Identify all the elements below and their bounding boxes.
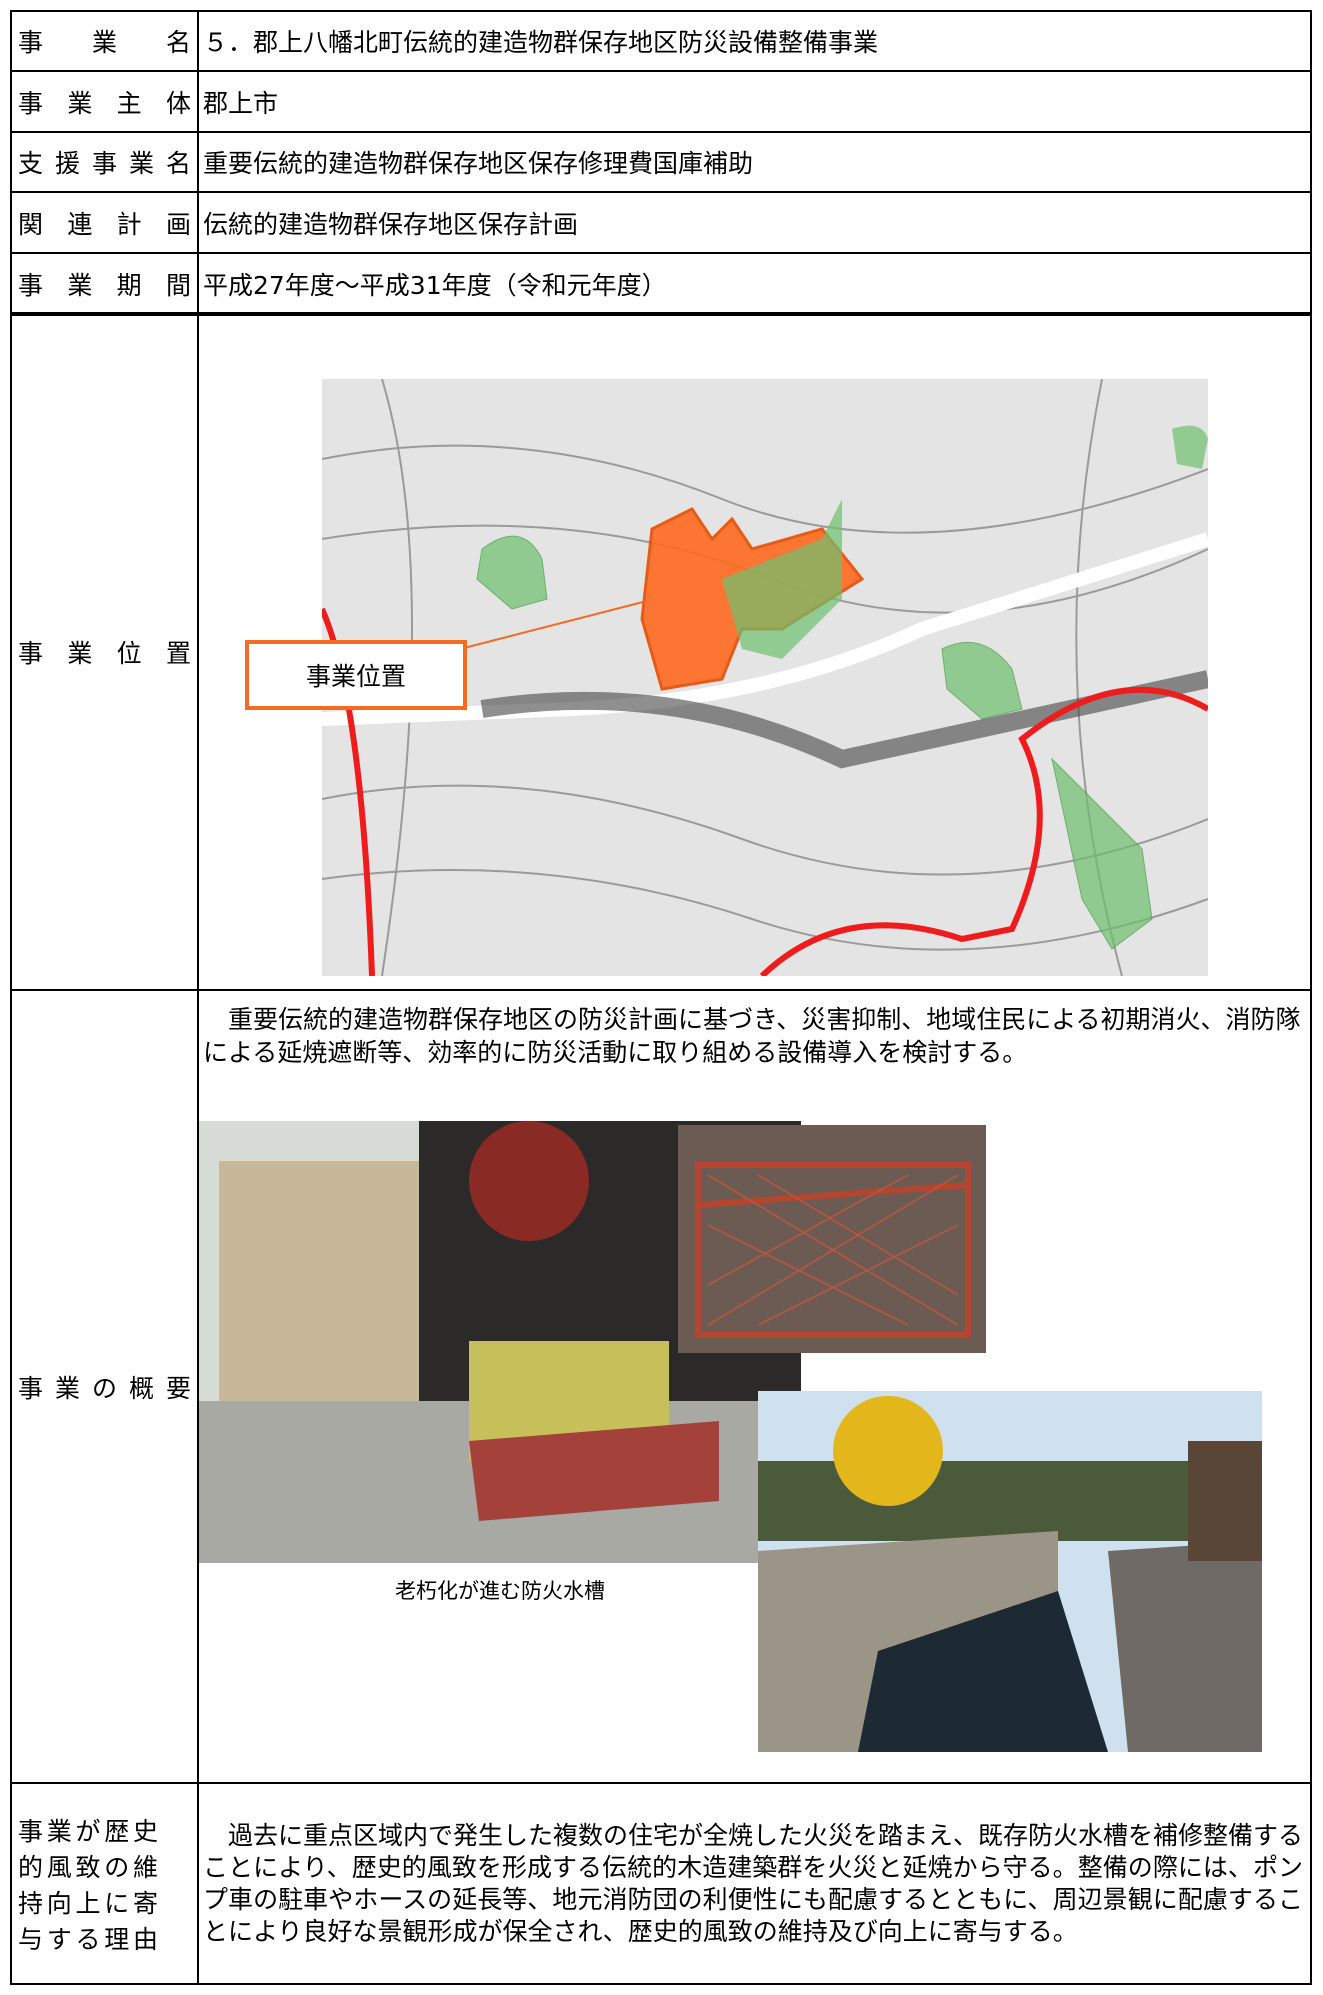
label: 事業主体 <box>18 88 191 118</box>
value: 郡上市 <box>197 70 1312 133</box>
value-cell: 過去に重点区域内で発生した複数の住宅が全焼した火災を踏まえ、既存防火水槽を補修整… <box>197 1782 1312 1985</box>
label: 関連計画 <box>18 209 191 239</box>
label-cell: 事業の概要 <box>10 989 199 1784</box>
label-cell: 事業位置 <box>10 312 199 991</box>
map <box>322 379 1208 976</box>
photo-caption: 老朽化が進む防火水槽 <box>395 1579 605 1603</box>
label-cell: 関連計画 <box>10 191 199 254</box>
label-cell: 事業名 <box>10 10 199 72</box>
label: 事業位置 <box>18 638 191 668</box>
reason-text: 過去に重点区域内で発生した複数の住宅が全焼した火災を踏まえ、既存防火水槽を補修整… <box>203 1820 1304 1946</box>
label: 支援事業名 <box>18 149 191 178</box>
label-cell: 支援事業名 <box>10 131 199 193</box>
label: 事業の概要 <box>18 1373 191 1403</box>
map-label: 事業位置 <box>245 640 467 710</box>
label: 事業名 <box>18 28 191 57</box>
label-cell: 事業が歴史的風致の維持向上に寄与する理由 <box>10 1782 199 1985</box>
label: 事業期間 <box>18 271 191 300</box>
photo <box>758 1391 1262 1752</box>
label: 事業が歴史的風致の維持向上に寄与する理由 <box>18 1816 158 1954</box>
value: 伝統的建造物群保存地区保存計画 <box>197 191 1312 254</box>
value-cell: 重要伝統的建造物群保存地区の防災計画に基づき、災害抑制、地域住民による初期消火、… <box>197 989 1312 1784</box>
label-cell: 事業主体 <box>10 70 199 133</box>
value: 重要伝統的建造物群保存地区保存修理費国庫補助 <box>197 131 1312 193</box>
label-cell: 事業期間 <box>10 252 199 316</box>
photo <box>678 1125 986 1353</box>
value: ５．郡上八幡北町伝統的建造物群保存地区防災設備整備事業 <box>197 10 1312 72</box>
description: 重要伝統的建造物群保存地区の防災計画に基づき、災害抑制、地域住民による初期消火、… <box>203 1005 1301 1067</box>
value: 平成27年度～平成31年度（令和元年度） <box>197 252 1312 316</box>
